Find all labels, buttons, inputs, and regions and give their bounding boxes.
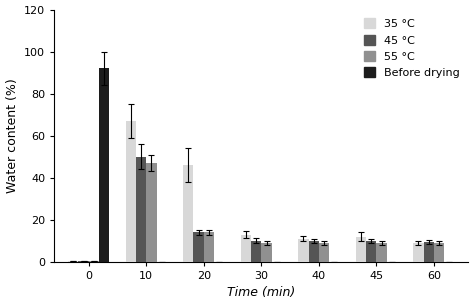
Bar — [126, 121, 136, 262]
Y-axis label: Water content (%): Water content (%) — [6, 78, 18, 193]
Bar — [183, 165, 193, 262]
X-axis label: Time (min): Time (min) — [227, 286, 295, 300]
Bar — [413, 243, 424, 262]
Bar — [251, 241, 261, 262]
Bar — [89, 261, 99, 262]
Bar — [319, 243, 329, 262]
Bar — [366, 241, 376, 262]
Bar — [204, 232, 214, 262]
Bar — [136, 157, 146, 262]
Bar — [261, 243, 272, 262]
Bar — [78, 261, 89, 262]
Bar — [193, 232, 204, 262]
Bar — [146, 163, 157, 262]
Bar — [298, 239, 309, 262]
Bar — [68, 261, 78, 262]
Bar — [376, 243, 387, 262]
Bar — [424, 242, 434, 262]
Bar — [356, 237, 366, 262]
Bar — [99, 68, 109, 262]
Bar — [309, 241, 319, 262]
Bar — [241, 235, 251, 262]
Legend: 35 °C, 45 °C, 55 °C, Before drying: 35 °C, 45 °C, 55 °C, Before drying — [360, 15, 463, 81]
Bar — [434, 243, 444, 262]
